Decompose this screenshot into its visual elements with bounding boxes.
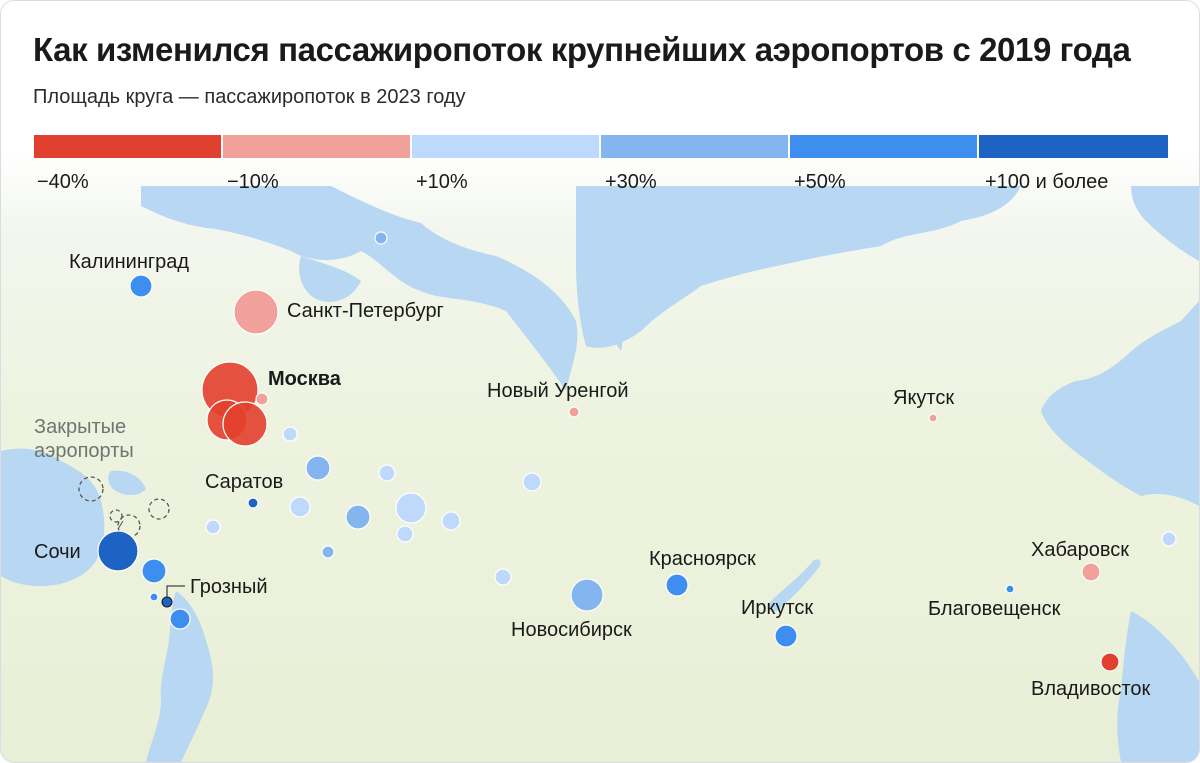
airport-small-o [494,568,512,586]
arctic-sea-east [576,186,1021,348]
airport-small-b [305,455,331,481]
label-vladivostok: Владивосток [1031,678,1151,700]
white-sea [299,256,361,302]
pacific-edge [1131,186,1199,261]
sea-of-japan [1117,611,1199,762]
closed-airport-4 [109,509,123,523]
closed-airport-1 [78,476,104,502]
airport-small-e [378,464,396,482]
airport-murmansk [374,231,388,245]
label-urengoy: Новый Уренгой [487,380,629,402]
airport-krasnoyarsk [665,573,689,597]
airport-small-j [205,519,221,535]
airport-spb [233,289,279,335]
airport-moscow-3 [222,401,268,447]
airport-moscow-4 [255,392,269,406]
legend-segment-6 [979,135,1168,158]
chart-subtitle: Площадь круга — пассажиропоток в 2023 го… [33,86,466,108]
airport-vladivostok [1100,652,1120,672]
label-spb: Санкт-Петербург [287,300,444,322]
label-novosibirsk: Новосибирск [511,619,632,641]
label-yakutsk: Якутск [893,387,955,409]
label-khabarovsk: Хабаровск [1031,539,1129,561]
legend-label-2: −10% [227,171,279,193]
airport-small-k [321,545,335,559]
arctic-sea-west [141,186,578,391]
legend-label-4: +30% [605,171,657,193]
airport-grozny [161,596,173,608]
label-saratov: Саратов [205,471,284,493]
label-grozny: Грозный [190,576,268,598]
airport-urengoy [568,406,580,418]
airport-yakutsk [928,413,938,423]
airport-small-i [522,472,542,492]
legend-segment-3 [412,135,599,158]
label-moscow: Москва [268,368,341,390]
sochi-leader-line [117,520,124,530]
label-kaliningrad: Калининград [69,251,190,273]
legend-segment-1 [34,135,221,158]
chart-title: Как изменился пассажиропоток крупнейших … [33,31,1131,68]
airport-small-l [141,558,167,584]
water-layer [1,186,1199,762]
legend-label-6: +100 и более [985,171,1109,193]
airport-small-n [169,608,191,630]
yenisei-gulf [601,301,623,351]
airport-small-d [345,504,371,530]
airport-small-c [289,496,311,518]
airport-kaliningrad [129,274,153,298]
airport-saratov [247,497,259,509]
label-closed-airports: Закрытые аэропорты [34,416,134,462]
label-krasnoyarsk: Красноярск [649,548,756,570]
label-blagoveshchensk: Благовещенск [928,598,1061,620]
airport-sakhalin [1161,531,1177,547]
airport-khabarovsk [1081,562,1101,582]
label-sochi: Сочи [34,541,81,563]
closed-airport-2 [148,498,170,520]
airport-circles [97,231,1177,672]
airport-small-g [396,525,414,543]
azov-sea [108,470,146,495]
airport-small-h [441,511,461,531]
legend-label-3: +10% [416,171,468,193]
black-sea [1,448,105,586]
okhotsk-sea [1041,301,1199,506]
airport-small-m [149,592,159,602]
airport-novosibirsk [570,578,604,612]
legend-label-1: −40% [37,171,89,193]
legend-segment-2 [223,135,410,158]
airport-small-a [282,426,298,442]
grozny-leader-line [166,585,185,597]
label-irkutsk: Иркутск [741,597,814,619]
airport-sochi [97,530,139,572]
airport-irkutsk [774,624,798,648]
legend-label-5: +50% [794,171,846,193]
airport-blagoveshchensk [1005,584,1015,594]
legend-segment-4 [601,135,788,158]
legend-segment-5 [790,135,977,158]
caspian-sea [146,591,213,762]
airport-small-f [395,492,427,524]
baikal-lake [769,559,821,612]
